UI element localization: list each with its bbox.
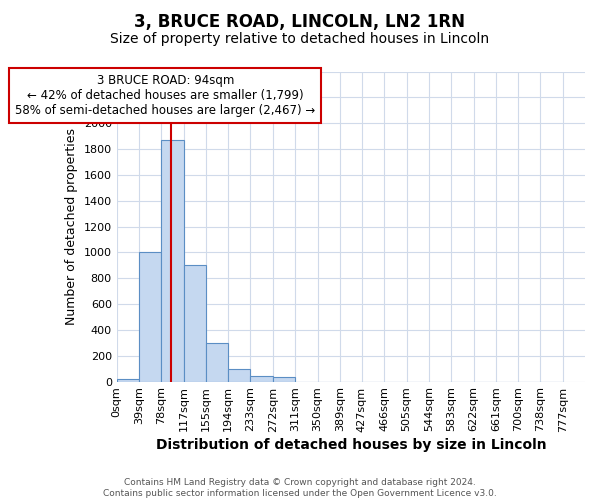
Text: 3, BRUCE ROAD, LINCOLN, LN2 1RN: 3, BRUCE ROAD, LINCOLN, LN2 1RN	[134, 12, 466, 30]
X-axis label: Distribution of detached houses by size in Lincoln: Distribution of detached houses by size …	[155, 438, 546, 452]
Bar	[139, 252, 161, 382]
Text: Size of property relative to detached houses in Lincoln: Size of property relative to detached ho…	[110, 32, 490, 46]
Bar	[206, 343, 228, 382]
Bar	[273, 377, 295, 382]
Text: Contains HM Land Registry data © Crown copyright and database right 2024.
Contai: Contains HM Land Registry data © Crown c…	[103, 478, 497, 498]
Text: 3 BRUCE ROAD: 94sqm
← 42% of detached houses are smaller (1,799)
58% of semi-det: 3 BRUCE ROAD: 94sqm ← 42% of detached ho…	[16, 74, 316, 117]
Bar	[228, 368, 250, 382]
Bar	[184, 266, 206, 382]
Bar	[250, 376, 273, 382]
Y-axis label: Number of detached properties: Number of detached properties	[65, 128, 78, 325]
Bar	[116, 379, 139, 382]
Bar	[161, 140, 184, 382]
